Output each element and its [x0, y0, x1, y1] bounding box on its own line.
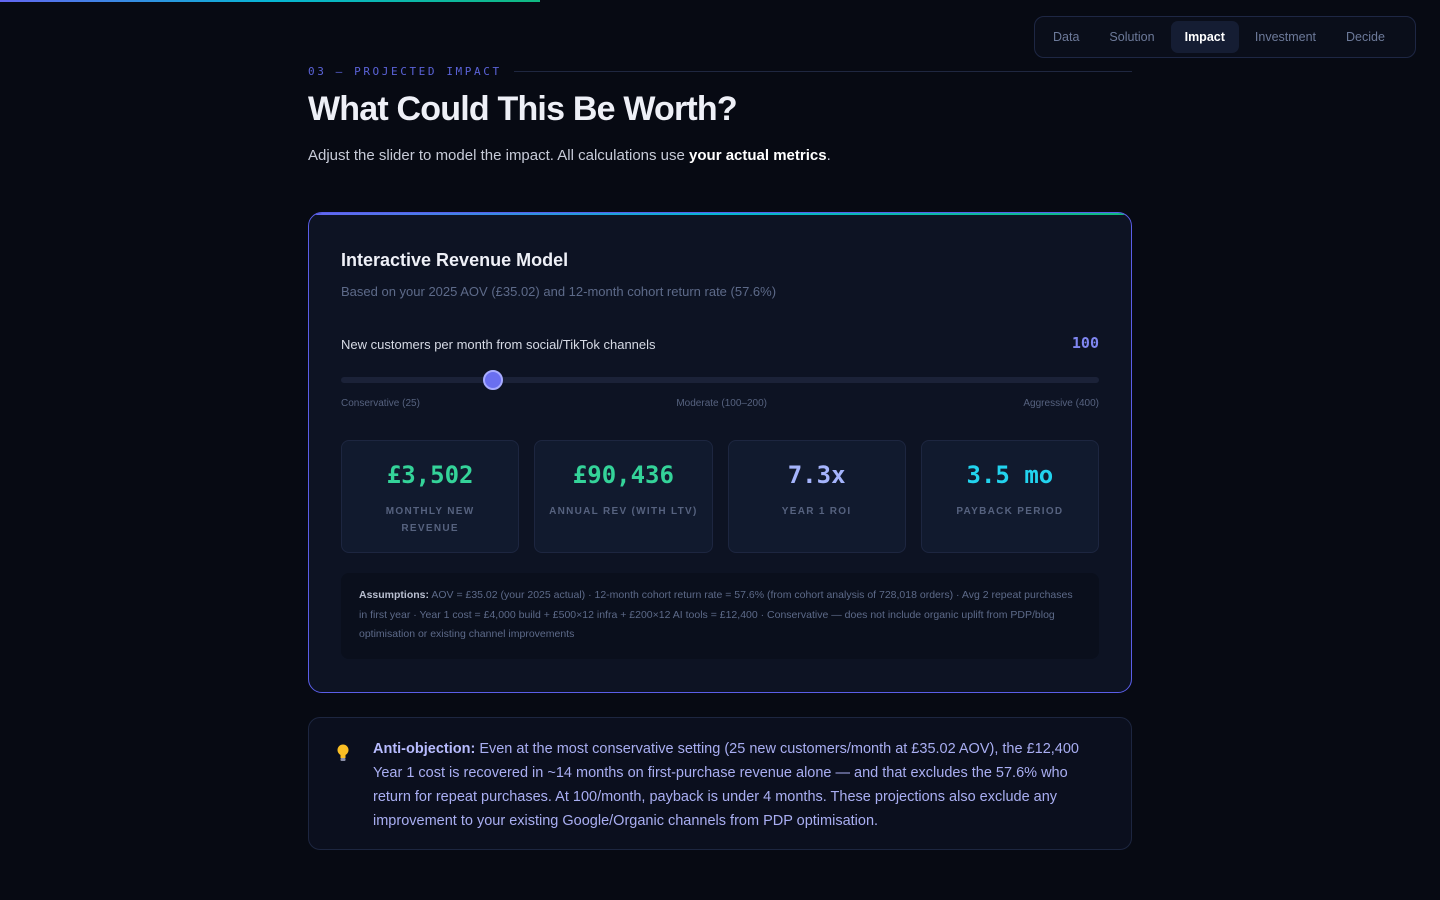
metric-roi: 7.3x YEAR 1 ROI	[727, 440, 906, 553]
metrics-row: £3,502 MONTHLY NEW REVENUE £90,436 ANNUAL …	[341, 440, 1099, 553]
assumptions-text: AOV = £35.02 (your 2025 actual) · 12-mon…	[359, 589, 1073, 640]
page-progress-bar	[0, 0, 540, 2]
metric-payback: 3.5 mo PAYBACK PERIOD	[920, 440, 1099, 553]
section-eyebrow: 03 — PROJECTED IMPACT	[308, 65, 1132, 78]
revenue-model-card: Interactive Revenue Model Based on your …	[308, 212, 1132, 693]
metric-value: £3,502	[386, 461, 474, 489]
metric-label: MONTHLY NEW REVENUE	[385, 506, 475, 534]
metric-label: ANNUAL REV (WITH LTV)	[549, 506, 698, 517]
metric-label: PAYBACK PERIOD	[956, 506, 1064, 517]
lead-prefix: Adjust the slider to model the impact. A…	[308, 147, 690, 164]
assumptions-box: Assumptions: AOV = £35.02 (your 2025 act…	[341, 573, 1099, 659]
lead-text: Adjust the slider to model the impact. A…	[308, 147, 831, 164]
lead-bold: your actual metrics	[689, 147, 827, 164]
anti-objection-note: Anti-objection: Even at the most conserv…	[308, 717, 1132, 850]
tab-impact[interactable]: Impact	[1170, 21, 1239, 53]
divider	[513, 71, 1132, 72]
tick-aggressive: Aggressive (400)	[1023, 398, 1099, 409]
slider-ticks: Conservative (25) Moderate (100–200) Agg…	[341, 398, 1099, 409]
lightbulb-icon	[337, 744, 349, 761]
page-title: What Could This Be Worth?	[308, 90, 738, 128]
metric-label: YEAR 1 ROI	[781, 506, 852, 517]
tab-solution[interactable]: Solution	[1109, 30, 1155, 44]
slider-thumb[interactable]	[482, 370, 503, 390]
lead-suffix: .	[826, 147, 831, 164]
tab-investment[interactable]: Investment	[1254, 30, 1317, 44]
note-label: Anti-objection:	[373, 741, 476, 757]
customers-slider[interactable]	[341, 370, 1099, 390]
card-subtitle: Based on your 2025 AOV (£35.02) and 12-m…	[341, 284, 777, 299]
metric-value: 7.3x	[787, 461, 846, 489]
slider-label: New customers per month from social/TikT…	[341, 337, 656, 352]
note-text: Even at the most conservative setting (2…	[373, 741, 1079, 829]
tab-decide[interactable]: Decide	[1346, 30, 1385, 44]
metric-monthly-revenue: £3,502 MONTHLY NEW REVENUE	[341, 440, 520, 553]
tick-conservative: Conservative (25)	[341, 398, 420, 409]
eyebrow-text: 03 — PROJECTED IMPACT	[308, 65, 502, 78]
metric-annual-revenue: £90,436 ANNUAL REV (WITH LTV)	[534, 440, 713, 553]
section-nav: Data Solution Impact Investment Decide	[1034, 16, 1416, 58]
tick-moderate: Moderate (100–200)	[676, 398, 767, 409]
slider-value: 100	[1071, 334, 1099, 352]
tab-data[interactable]: Data	[1053, 30, 1080, 44]
metric-value: £90,436	[572, 461, 674, 489]
card-title: Interactive Revenue Model	[341, 250, 569, 270]
metric-value: 3.5 mo	[966, 461, 1054, 489]
assumptions-label: Assumptions:	[359, 589, 430, 601]
